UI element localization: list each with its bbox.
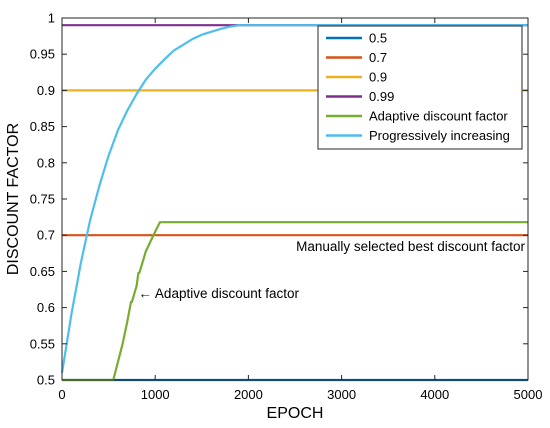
- legend-label: 0.7: [369, 50, 387, 65]
- y-tick-label: 0.85: [30, 119, 55, 134]
- annotation-1: ← Adaptive discount factor: [138, 286, 299, 301]
- legend-label: 0.99: [369, 89, 394, 104]
- legend-label: 0.9: [369, 70, 387, 85]
- y-tick-label: 0.9: [37, 83, 55, 98]
- x-tick-label: 2000: [234, 387, 263, 402]
- y-tick-label: 0.5: [37, 373, 55, 388]
- x-tick-label: 3000: [327, 387, 356, 402]
- y-tick-label: 1: [48, 11, 55, 26]
- y-tick-label: 0.55: [30, 336, 55, 351]
- x-tick-label: 4000: [420, 387, 449, 402]
- x-axis-label: EPOCH: [267, 405, 324, 422]
- y-tick-label: 0.7: [37, 228, 55, 243]
- x-tick-label: 1000: [141, 387, 170, 402]
- legend-label: Adaptive discount factor: [369, 109, 508, 124]
- y-axis-label: DISCOUNT FACTOR: [5, 123, 22, 275]
- legend: 0.5 0.7 0.9 0.99 Adaptive discount factor Pro…: [317, 25, 523, 150]
- legend-label: 0.5: [369, 31, 387, 46]
- y-tick-label: 0.75: [30, 192, 55, 207]
- annotation-layer: Manually selected best discount factor ← …: [138, 239, 525, 301]
- legend-box: [317, 25, 523, 150]
- y-tick-label: 0.8: [37, 155, 55, 170]
- ticks-layer: 0 1000 2000 3000 4000 50000.50.550.60.650.70.…: [30, 11, 543, 403]
- x-tick-label: 0: [58, 387, 65, 402]
- series-line-4: [62, 221, 528, 382]
- y-tick-label: 0.95: [30, 47, 55, 62]
- y-tick-label: 0.6: [37, 300, 55, 315]
- x-tick-label: 5000: [514, 387, 543, 402]
- legend-label: Progressively increasing: [369, 128, 510, 143]
- series-line-5: [60, 24, 528, 373]
- annotation-0: Manually selected best discount factor: [296, 239, 525, 254]
- y-tick-label: 0.65: [30, 264, 55, 279]
